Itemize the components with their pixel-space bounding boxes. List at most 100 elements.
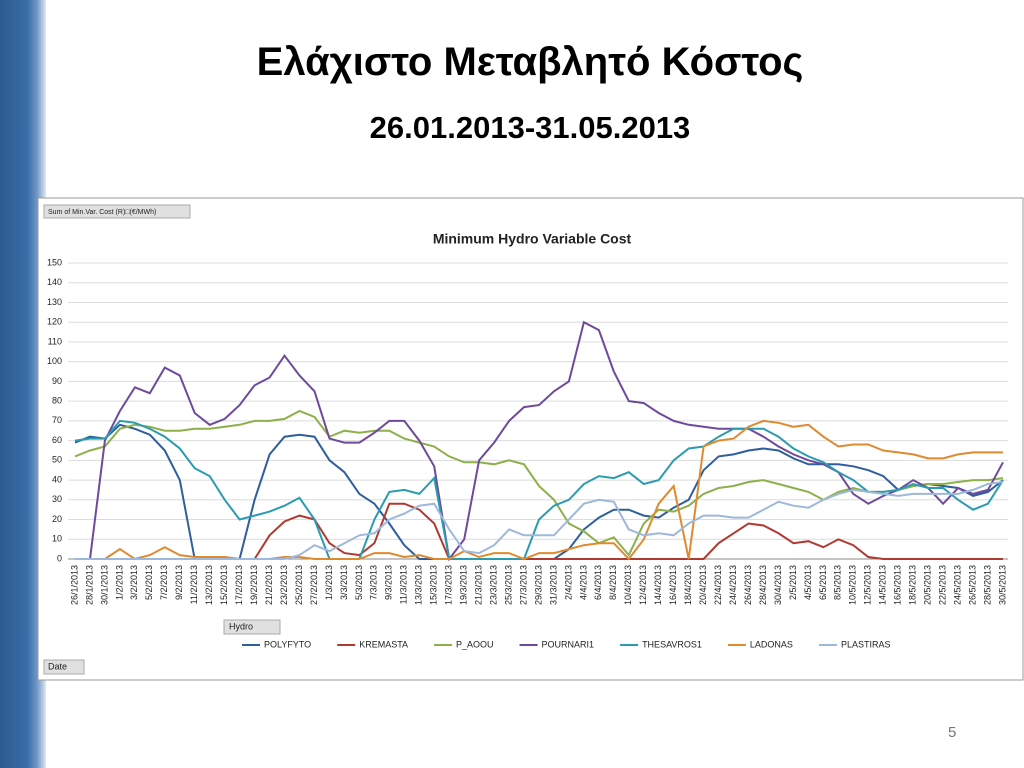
series-line bbox=[75, 481, 1004, 560]
x-tick-label: 13/3/2013 bbox=[414, 565, 424, 605]
axis-field-button[interactable] bbox=[43, 659, 85, 675]
legend-label: LADONAS bbox=[750, 639, 793, 649]
x-tick-label: 10/4/2013 bbox=[623, 565, 633, 605]
page-number: 5 bbox=[948, 724, 957, 741]
x-tick-label: 27/3/2013 bbox=[518, 565, 528, 605]
series-line bbox=[75, 320, 1004, 562]
x-tick-label: 15/3/2013 bbox=[429, 565, 439, 605]
x-tick-label: 24/4/2013 bbox=[728, 565, 738, 605]
x-tick-label: 10/5/2013 bbox=[848, 565, 858, 605]
x-tick-label: 25/2/2013 bbox=[294, 565, 304, 605]
x-tick-label: 30/1/2013 bbox=[99, 565, 109, 605]
x-tick-label: 30/5/2013 bbox=[997, 565, 1007, 605]
values-button[interactable] bbox=[43, 204, 191, 219]
x-tick-label: 4/4/2013 bbox=[578, 565, 588, 600]
y-tick-label: 80 bbox=[52, 396, 62, 406]
x-tick-label: 16/4/2013 bbox=[668, 565, 678, 605]
x-tick-label: 9/2/2013 bbox=[174, 565, 184, 600]
x-tick-label: 13/2/2013 bbox=[204, 565, 214, 605]
chart-title: Minimum Hydro Variable Cost bbox=[433, 231, 632, 247]
y-tick-label: 0 bbox=[57, 553, 62, 563]
x-tick-label: 22/4/2013 bbox=[713, 565, 723, 605]
x-tick-label: 5/3/2013 bbox=[354, 565, 364, 600]
x-tick-label: 1/3/2013 bbox=[324, 565, 334, 600]
x-tick-label: 11/2/2013 bbox=[189, 565, 199, 604]
x-tick-label: 31/3/2013 bbox=[548, 565, 558, 605]
x-tick-label: 12/5/2013 bbox=[863, 565, 873, 605]
legend-field-label[interactable]: Hydro bbox=[229, 621, 253, 631]
x-tick-label: 18/5/2013 bbox=[908, 565, 918, 605]
y-tick-label: 100 bbox=[47, 356, 62, 366]
x-tick-label: 19/3/2013 bbox=[459, 565, 469, 605]
x-tick-label: 18/4/2013 bbox=[683, 565, 693, 605]
x-tick-label: 3/2/2013 bbox=[129, 565, 139, 600]
legend-label: POLYFYTO bbox=[264, 639, 311, 649]
y-tick-label: 40 bbox=[52, 474, 62, 484]
x-tick-label: 21/3/2013 bbox=[474, 565, 484, 605]
legend-field-button[interactable] bbox=[223, 619, 281, 635]
y-tick-label: 150 bbox=[47, 257, 62, 267]
x-tick-label: 3/3/2013 bbox=[339, 565, 349, 600]
y-tick-label: 110 bbox=[48, 336, 62, 346]
x-tick-label: 19/2/2013 bbox=[249, 565, 259, 605]
x-tick-label: 8/4/2013 bbox=[608, 565, 618, 600]
x-tick-label: 26/5/2013 bbox=[967, 565, 977, 605]
x-tick-label: 6/5/2013 bbox=[818, 565, 828, 600]
x-tick-label: 30/4/2013 bbox=[773, 565, 783, 605]
x-tick-label: 23/3/2013 bbox=[488, 565, 498, 605]
x-tick-label: 23/2/2013 bbox=[279, 565, 289, 605]
x-tick-label: 4/5/2013 bbox=[803, 565, 813, 600]
x-tick-label: 29/3/2013 bbox=[533, 565, 543, 605]
legend-label: KREMASTA bbox=[359, 639, 408, 649]
x-tick-label: 8/5/2013 bbox=[833, 565, 843, 600]
series-line bbox=[74, 419, 1004, 560]
y-tick-label: 140 bbox=[47, 277, 62, 287]
y-tick-label: 60 bbox=[52, 435, 62, 445]
x-tick-label: 11/3/2013 bbox=[399, 565, 409, 604]
slide-title: Ελάχιστο Μεταβλητό Κόστος bbox=[256, 40, 804, 84]
x-tick-label: 21/2/2013 bbox=[264, 565, 274, 605]
x-tick-label: 28/1/2013 bbox=[84, 565, 94, 605]
x-tick-label: 25/3/2013 bbox=[503, 565, 513, 605]
x-tick-label: 14/5/2013 bbox=[878, 565, 888, 605]
x-tick-label: 2/5/2013 bbox=[788, 565, 798, 600]
x-tick-label: 24/5/2013 bbox=[952, 565, 962, 605]
chart-frame bbox=[37, 197, 1024, 681]
x-tick-label: 26/4/2013 bbox=[743, 565, 753, 605]
x-tick-label: 1/2/2013 bbox=[114, 565, 124, 600]
x-tick-label: 6/4/2013 bbox=[593, 565, 603, 600]
x-tick-label: 7/3/2013 bbox=[369, 565, 379, 600]
x-tick-label: 27/2/2013 bbox=[309, 565, 319, 605]
values-button-label[interactable]: Sum of Min.Var. Cost (R)□(€/MWh) bbox=[48, 209, 156, 216]
y-tick-label: 20 bbox=[52, 514, 62, 524]
legend-label: POURNARI1 bbox=[542, 639, 595, 649]
series-line bbox=[75, 419, 1003, 561]
x-tick-label: 20/4/2013 bbox=[698, 565, 708, 605]
slide-subtitle: 26.01.2013-31.05.2013 bbox=[369, 110, 691, 145]
x-tick-label: 17/2/2013 bbox=[234, 565, 244, 605]
x-tick-label: 7/2/2013 bbox=[159, 565, 169, 600]
x-tick-label: 15/2/2013 bbox=[219, 565, 229, 605]
y-tick-label: 130 bbox=[47, 297, 62, 307]
legend-label: PLASTIRAS bbox=[841, 639, 891, 649]
x-tick-label: 12/4/2013 bbox=[638, 565, 648, 605]
x-tick-label: 9/3/2013 bbox=[384, 565, 394, 600]
x-tick-label: 28/5/2013 bbox=[982, 565, 992, 605]
x-tick-label: 20/5/2013 bbox=[923, 565, 933, 605]
y-tick-label: 90 bbox=[52, 376, 62, 386]
y-tick-label: 10 bbox=[52, 534, 62, 544]
x-tick-label: 26/1/2013 bbox=[69, 565, 79, 605]
series-line bbox=[74, 409, 1004, 557]
y-tick-label: 30 bbox=[52, 494, 62, 504]
x-tick-label: 17/3/2013 bbox=[444, 565, 454, 605]
axis-field-label[interactable]: Date bbox=[48, 661, 67, 671]
legend-label: THESAVROS1 bbox=[642, 639, 702, 649]
x-tick-label: 28/4/2013 bbox=[758, 565, 768, 605]
x-tick-label: 16/5/2013 bbox=[893, 565, 903, 605]
x-tick-label: 22/5/2013 bbox=[938, 565, 948, 605]
y-tick-label: 70 bbox=[52, 415, 62, 425]
y-tick-label: 50 bbox=[52, 455, 62, 465]
legend-label: P_AOOU bbox=[456, 639, 494, 649]
